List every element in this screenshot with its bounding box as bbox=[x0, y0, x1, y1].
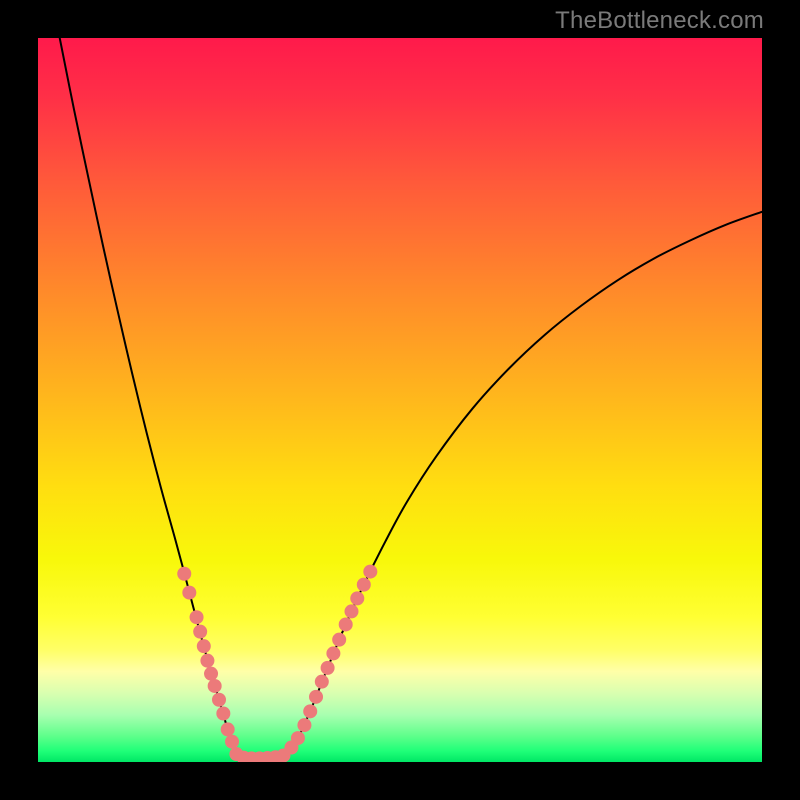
data-marker bbox=[212, 693, 226, 707]
data-marker bbox=[315, 675, 329, 689]
data-marker bbox=[357, 578, 371, 592]
data-marker bbox=[297, 718, 311, 732]
data-marker bbox=[339, 617, 353, 631]
data-marker bbox=[200, 654, 214, 668]
data-marker bbox=[208, 679, 222, 693]
data-marker bbox=[221, 722, 235, 736]
data-marker bbox=[177, 567, 191, 581]
data-marker bbox=[344, 604, 358, 618]
data-marker bbox=[350, 591, 364, 605]
data-marker bbox=[326, 646, 340, 660]
data-marker bbox=[182, 586, 196, 600]
data-marker bbox=[309, 690, 323, 704]
plot-area bbox=[38, 38, 762, 762]
data-marker bbox=[204, 667, 218, 681]
data-marker bbox=[291, 731, 305, 745]
data-marker bbox=[363, 565, 377, 579]
data-marker bbox=[197, 639, 211, 653]
chart-svg bbox=[38, 38, 762, 762]
data-marker bbox=[216, 706, 230, 720]
data-marker bbox=[190, 610, 204, 624]
marker-group bbox=[177, 565, 377, 762]
data-marker bbox=[303, 704, 317, 718]
data-marker bbox=[225, 735, 239, 749]
data-marker bbox=[321, 661, 335, 675]
data-marker bbox=[193, 625, 207, 639]
data-marker bbox=[332, 633, 346, 647]
watermark-text: TheBottleneck.com bbox=[555, 7, 764, 35]
bottleneck-curve bbox=[60, 38, 762, 759]
